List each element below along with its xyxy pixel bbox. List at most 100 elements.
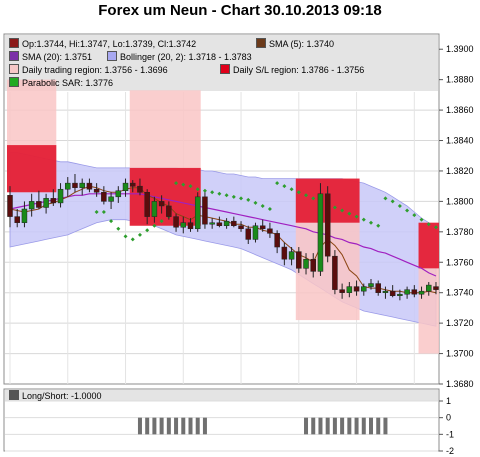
legend-background	[5, 35, 438, 91]
sar-point	[152, 223, 157, 228]
legend-sma20-label: SMA (20): 1.3751	[22, 52, 93, 62]
candle-body	[433, 286, 439, 290]
candle-body	[108, 196, 114, 202]
sar-point	[217, 191, 222, 196]
candle	[21, 201, 28, 228]
sma20-line	[9, 193, 437, 277]
long-short-bar	[145, 417, 150, 435]
candle	[50, 189, 57, 206]
sub-y-tick-label: -1	[446, 429, 454, 439]
candle	[252, 222, 259, 243]
candle-body	[317, 193, 324, 272]
candle	[28, 193, 35, 217]
candle	[187, 218, 194, 232]
sar-point	[383, 196, 388, 201]
candle-body	[137, 185, 143, 193]
candle-body	[209, 222, 215, 225]
sar-point	[137, 232, 142, 237]
candle-body	[303, 258, 309, 269]
candle	[303, 253, 309, 275]
candle	[137, 178, 143, 196]
y-tick-label: 1.3740	[446, 288, 474, 298]
sar-swatch	[9, 77, 19, 87]
candle-body	[173, 216, 179, 228]
candle	[57, 183, 64, 208]
candle-body	[252, 225, 259, 240]
long-short-bar	[195, 417, 200, 435]
candle	[267, 222, 273, 238]
candle	[324, 186, 331, 263]
sar-point	[94, 210, 99, 215]
sar-point	[311, 196, 316, 201]
candle	[231, 216, 237, 228]
candle	[288, 247, 295, 266]
candle	[274, 230, 280, 254]
legend-sl-region: Daily S/L region: 1.3786 - 1.3756	[220, 64, 364, 75]
sar-point	[332, 205, 337, 210]
legend-bollinger-label: Bollinger (20, 2): 1.3718 - 1.3783	[120, 52, 252, 62]
sar-point	[109, 219, 114, 224]
candle	[202, 192, 208, 229]
legend-trading-region-label: Daily trading region: 1.3756 - 1.3696	[22, 65, 168, 75]
candle	[65, 177, 71, 197]
long-short-bar	[361, 417, 366, 435]
sma20-swatch	[9, 51, 19, 61]
candle-body	[281, 246, 288, 260]
candle	[108, 192, 114, 209]
candle-body	[231, 220, 237, 226]
candle-body	[397, 293, 403, 296]
sub-y-axis: 1 0 -1 -2	[439, 396, 454, 456]
candle	[433, 282, 439, 295]
y-tick-label: 1.3840	[446, 136, 474, 146]
sar-point	[405, 208, 410, 213]
long-short-bar	[383, 417, 388, 435]
candle-body	[245, 228, 252, 240]
long-short-bar	[181, 417, 186, 435]
candle-body	[426, 284, 432, 292]
candle	[101, 186, 107, 205]
sar-point	[123, 234, 128, 239]
candle	[158, 195, 165, 214]
sl-region	[129, 167, 201, 226]
candle	[43, 193, 49, 214]
candle-body	[375, 283, 381, 293]
candle	[346, 282, 353, 298]
sub-grid	[5, 400, 438, 452]
sar-point	[369, 220, 373, 225]
candle-body	[28, 201, 35, 210]
sub-y-tick-label: -2	[446, 446, 454, 456]
legend-sar: Parabolic SAR: 1.3776	[9, 77, 113, 88]
long-short-bar	[311, 417, 316, 435]
sar-point	[304, 193, 309, 198]
sar-point	[101, 210, 106, 215]
candle	[332, 250, 338, 295]
sar-point	[275, 181, 280, 186]
legend-sma5: SMA (5): 1.3740	[256, 38, 334, 49]
candle-body	[14, 216, 20, 223]
candle-body	[115, 190, 122, 198]
candle-body	[93, 188, 100, 193]
candle-body	[216, 222, 223, 226]
legend-long-short: Long/Short: -1.0000	[9, 390, 102, 401]
candle-body	[361, 286, 367, 292]
long-short-bar	[369, 417, 373, 435]
y-tick-label: 1.3860	[446, 105, 474, 115]
sl-region	[7, 145, 57, 193]
long-short-bar	[152, 417, 157, 435]
candle	[368, 279, 374, 290]
y-tick-label: 1.3800	[446, 196, 474, 206]
legend-ohlc: Op:1.3744, Hi:1.3747, Lo:1.3739, Cl:1.37…	[9, 38, 196, 49]
candle	[209, 218, 215, 229]
sar-point	[116, 226, 121, 231]
long-short-bar	[159, 417, 164, 435]
sar-point	[145, 228, 150, 233]
candle-body	[36, 201, 42, 208]
candle	[79, 178, 85, 196]
sar-point	[174, 181, 179, 186]
y-tick-label: 1.3720	[446, 318, 474, 328]
sma5-swatch	[256, 38, 266, 48]
candle-body	[382, 290, 389, 293]
candle-body	[404, 289, 410, 295]
candle	[397, 289, 403, 301]
long-short-bar	[376, 417, 381, 435]
